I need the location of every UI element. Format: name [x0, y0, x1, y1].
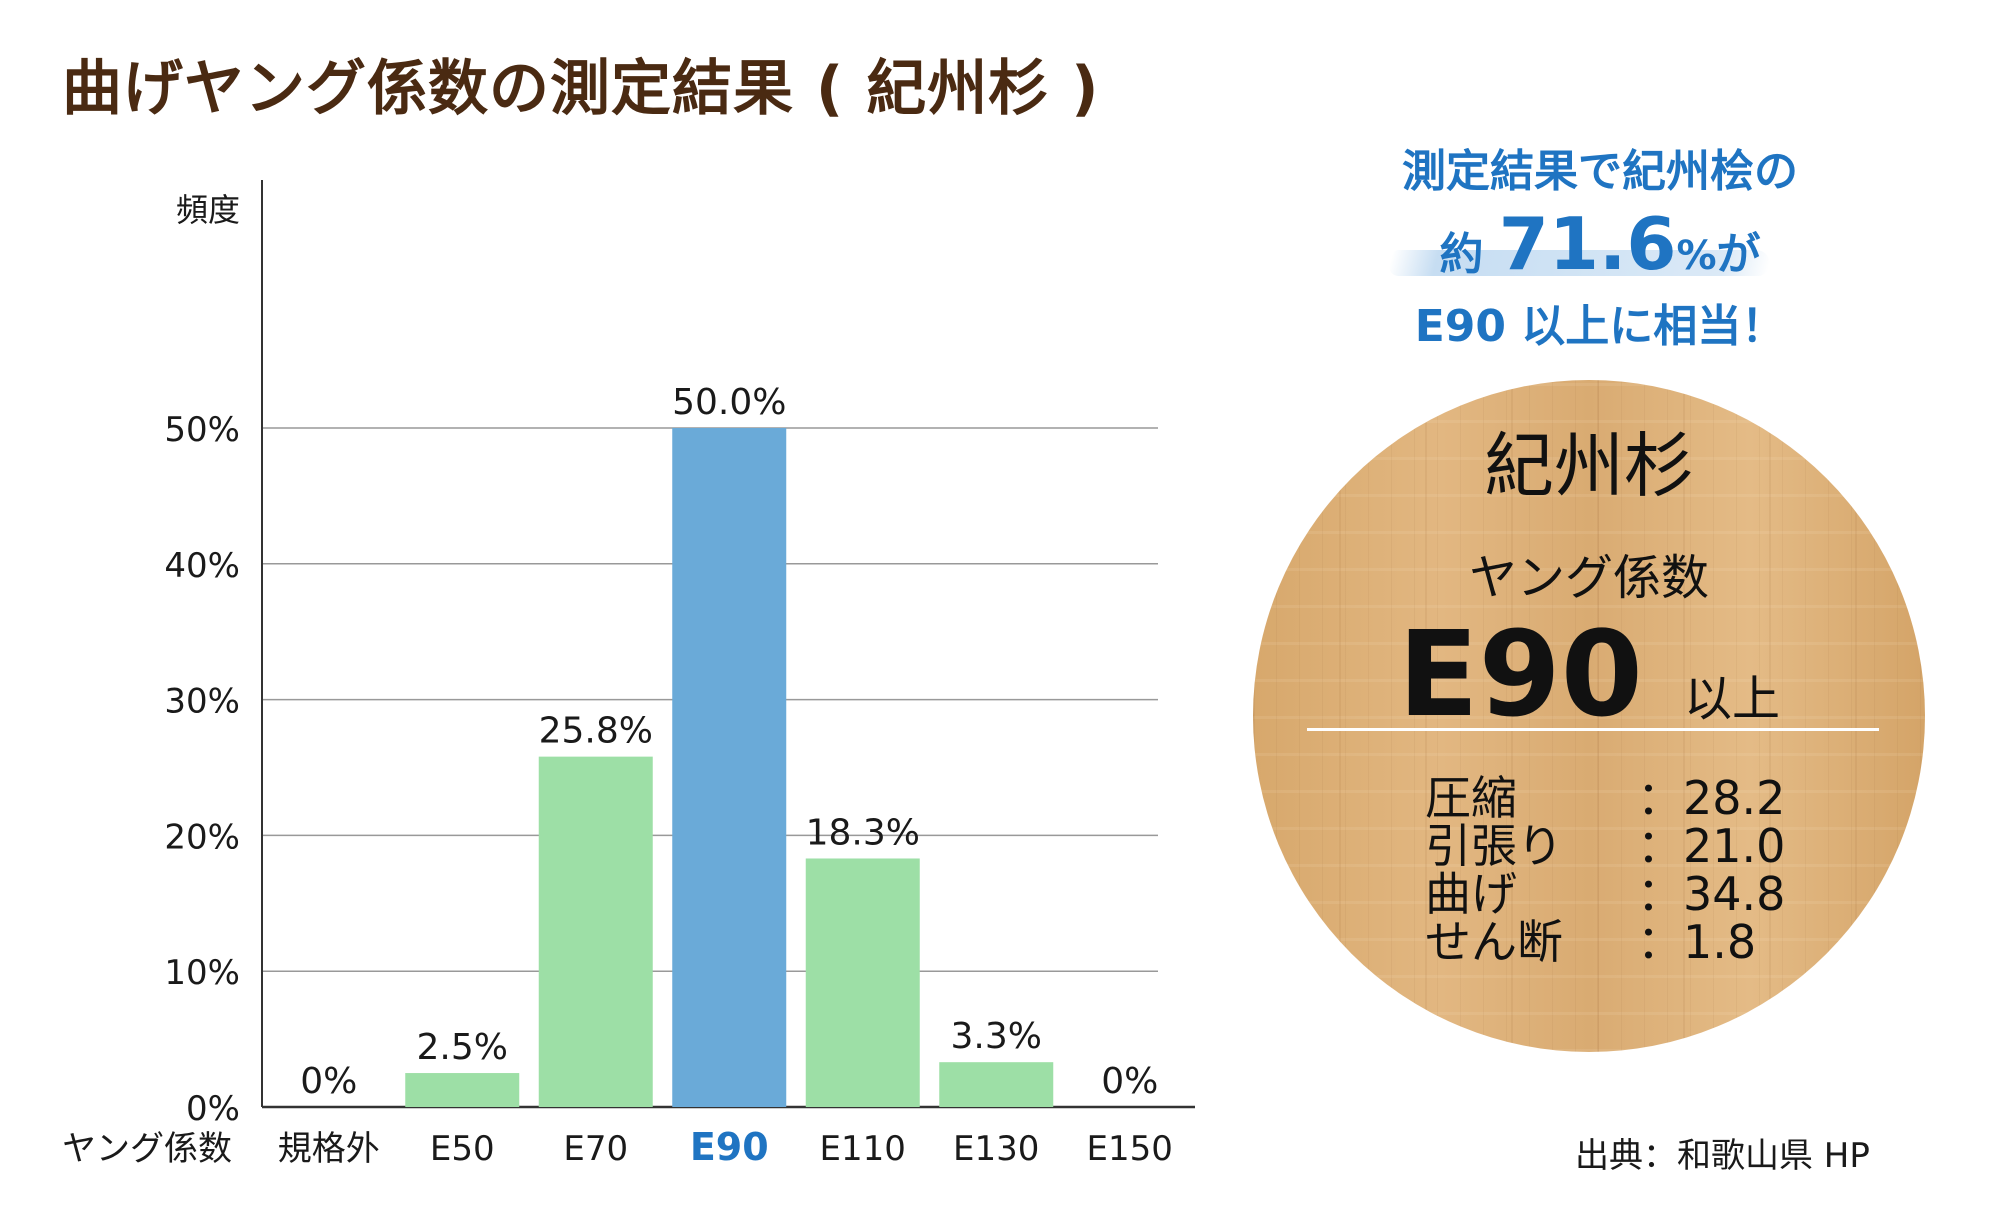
data-label: 50.0% — [672, 382, 786, 423]
data-label: 18.3% — [806, 812, 920, 853]
spec-value: ：1.8 — [1637, 915, 1757, 969]
disc-wood-name: 紀州杉 — [1484, 425, 1694, 507]
y-tick-label: 20% — [164, 817, 240, 857]
callout-suffix: が — [1716, 229, 1761, 280]
disc-divider — [1307, 728, 1879, 731]
x-tick-label: E90 — [690, 1125, 769, 1169]
disc-grade-suffix: 以上 — [1683, 671, 1780, 727]
callout-prefix: 約 — [1439, 229, 1484, 280]
bar — [538, 756, 653, 1107]
data-label: 3.3% — [951, 1016, 1042, 1057]
x-tick-label: E150 — [1087, 1129, 1173, 1169]
bar — [805, 858, 920, 1107]
bar — [405, 1073, 520, 1107]
spec-value: ：34.8 — [1637, 867, 1786, 921]
disc-grade: E90 以上 — [1253, 605, 1925, 743]
x-tick-label: E110 — [820, 1129, 906, 1169]
y-tick-label: 0% — [186, 1089, 240, 1129]
spec-key: 引張り — [1425, 819, 1563, 873]
x-tick-label: E130 — [953, 1129, 1039, 1169]
x-tick-label: E70 — [563, 1129, 628, 1169]
spec-value: ：21.0 — [1637, 819, 1786, 873]
x-tick-label: 規格外 — [278, 1129, 380, 1169]
callout-value: 71.6 — [1498, 202, 1677, 286]
bar — [939, 1062, 1054, 1107]
bar-chart: 0%10%20%30%40%50%頻度ヤング係数0%規格外2.5%E5025.8… — [62, 180, 1195, 1169]
y-tick-label: 10% — [164, 953, 240, 993]
spec-key: 曲げ — [1425, 867, 1517, 921]
callout-line-2: 約 71.6%が — [1310, 202, 1890, 286]
callout-unit: % — [1676, 233, 1717, 279]
x-axis-title: ヤング係数 — [62, 1129, 232, 1169]
y-tick-label: 30% — [164, 682, 240, 722]
spec-value: ：28.2 — [1637, 771, 1786, 825]
bars — [405, 428, 1054, 1107]
y-tick-label: 50% — [164, 410, 240, 450]
spec-key: 圧縮 — [1425, 771, 1517, 825]
x-tick-label: E50 — [430, 1129, 495, 1169]
y-tick-label: 40% — [164, 546, 240, 586]
wood-disc: 紀州杉 ヤング係数 E90 以上 圧縮 ：28.2 引張り ：21.0 曲げ ：… — [1253, 380, 1925, 1052]
chart-title: 曲げヤング係数の測定結果 ( 紀州杉 ) — [62, 54, 1100, 124]
bar — [672, 428, 787, 1107]
disc-modulus-label: ヤング係数 — [1468, 550, 1709, 606]
data-label: 2.5% — [417, 1027, 508, 1068]
y-axis-title: 頻度 — [176, 191, 240, 229]
callout-line-3: E90 以上に相当！ — [1414, 301, 1786, 352]
callout-line-1: 測定結果で紀州桧の — [1402, 146, 1798, 197]
disc-grade-value: E90 — [1398, 605, 1643, 743]
labels: 0%10%20%30%40%50%頻度ヤング係数0%規格外2.5%E5025.8… — [62, 191, 1173, 1169]
source-note: 出典：和歌山県 HP — [1575, 1136, 1870, 1176]
spec-key: せん断 — [1425, 915, 1563, 969]
data-label: 0% — [1101, 1061, 1158, 1102]
data-label: 25.8% — [539, 711, 653, 752]
data-label: 0% — [300, 1061, 357, 1102]
